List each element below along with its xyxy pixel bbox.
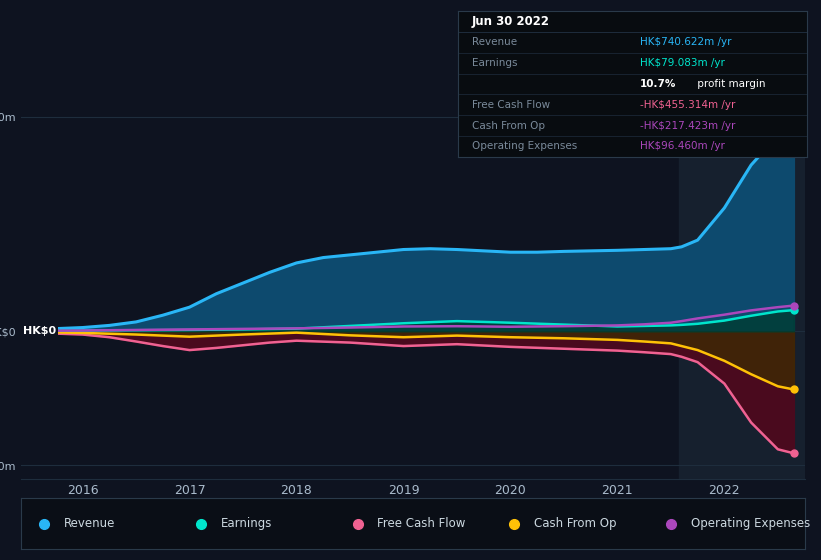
Text: Operating Expenses: Operating Expenses <box>472 141 577 151</box>
Text: HK$79.083m /yr: HK$79.083m /yr <box>640 58 724 68</box>
Text: Earnings: Earnings <box>221 517 272 530</box>
Bar <box>680 98 805 479</box>
Text: Revenue: Revenue <box>472 38 517 48</box>
Text: Free Cash Flow: Free Cash Flow <box>472 100 550 110</box>
Text: HK$740.622m /yr: HK$740.622m /yr <box>640 38 731 48</box>
Text: Cash From Op: Cash From Op <box>534 517 617 530</box>
Text: HK$96.460m /yr: HK$96.460m /yr <box>640 141 724 151</box>
Text: 10.7%: 10.7% <box>640 79 676 89</box>
Text: Jun 30 2022: Jun 30 2022 <box>472 15 550 28</box>
Text: Earnings: Earnings <box>472 58 517 68</box>
Text: profit margin: profit margin <box>694 79 765 89</box>
Text: -HK$455.314m /yr: -HK$455.314m /yr <box>640 100 735 110</box>
Text: HK$0: HK$0 <box>23 326 56 337</box>
Text: -HK$217.423m /yr: -HK$217.423m /yr <box>640 120 735 130</box>
Text: Free Cash Flow: Free Cash Flow <box>378 517 466 530</box>
Text: Cash From Op: Cash From Op <box>472 120 545 130</box>
Text: Operating Expenses: Operating Expenses <box>691 517 810 530</box>
Text: Revenue: Revenue <box>64 517 115 530</box>
